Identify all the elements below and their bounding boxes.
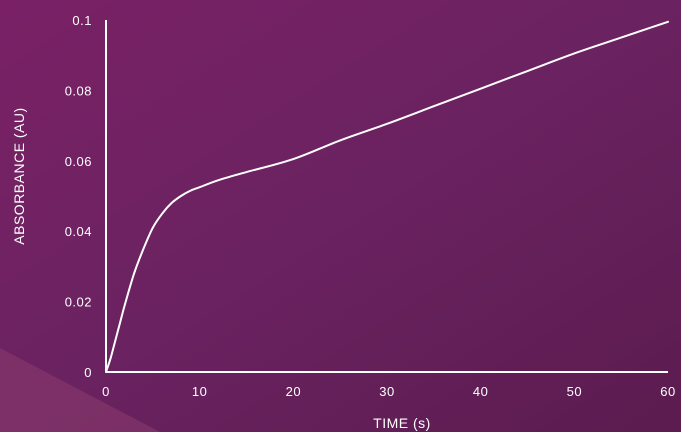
decorative-corner-shape [0,348,160,432]
y-tick-label: 0.06 [65,154,92,169]
y-tick-label: 0.08 [65,83,92,98]
x-tick-label: 30 [379,384,394,399]
y-tick-labels: 0 0.02 0.04 0.06 0.08 0.1 [65,13,92,380]
series-line-absorbance [105,20,669,373]
x-tick-label: 20 [286,384,301,399]
y-tick-label: 0.02 [65,295,92,310]
y-tick-label: 0 [84,365,92,380]
x-tick-label: 50 [567,384,582,399]
y-tick-label: 0.04 [65,224,92,239]
x-tick-label: 10 [192,384,207,399]
x-tick-label: 40 [473,384,488,399]
y-tick-label: 0.1 [72,13,92,28]
x-axis-title: TIME (s) [373,415,431,431]
x-tick-labels: 0 10 20 30 40 50 60 [102,384,675,399]
x-tick-label: 0 [102,384,110,399]
x-tick-label: 60 [660,384,675,399]
y-axis-title: ABSORBANCE (AU) [11,107,27,244]
